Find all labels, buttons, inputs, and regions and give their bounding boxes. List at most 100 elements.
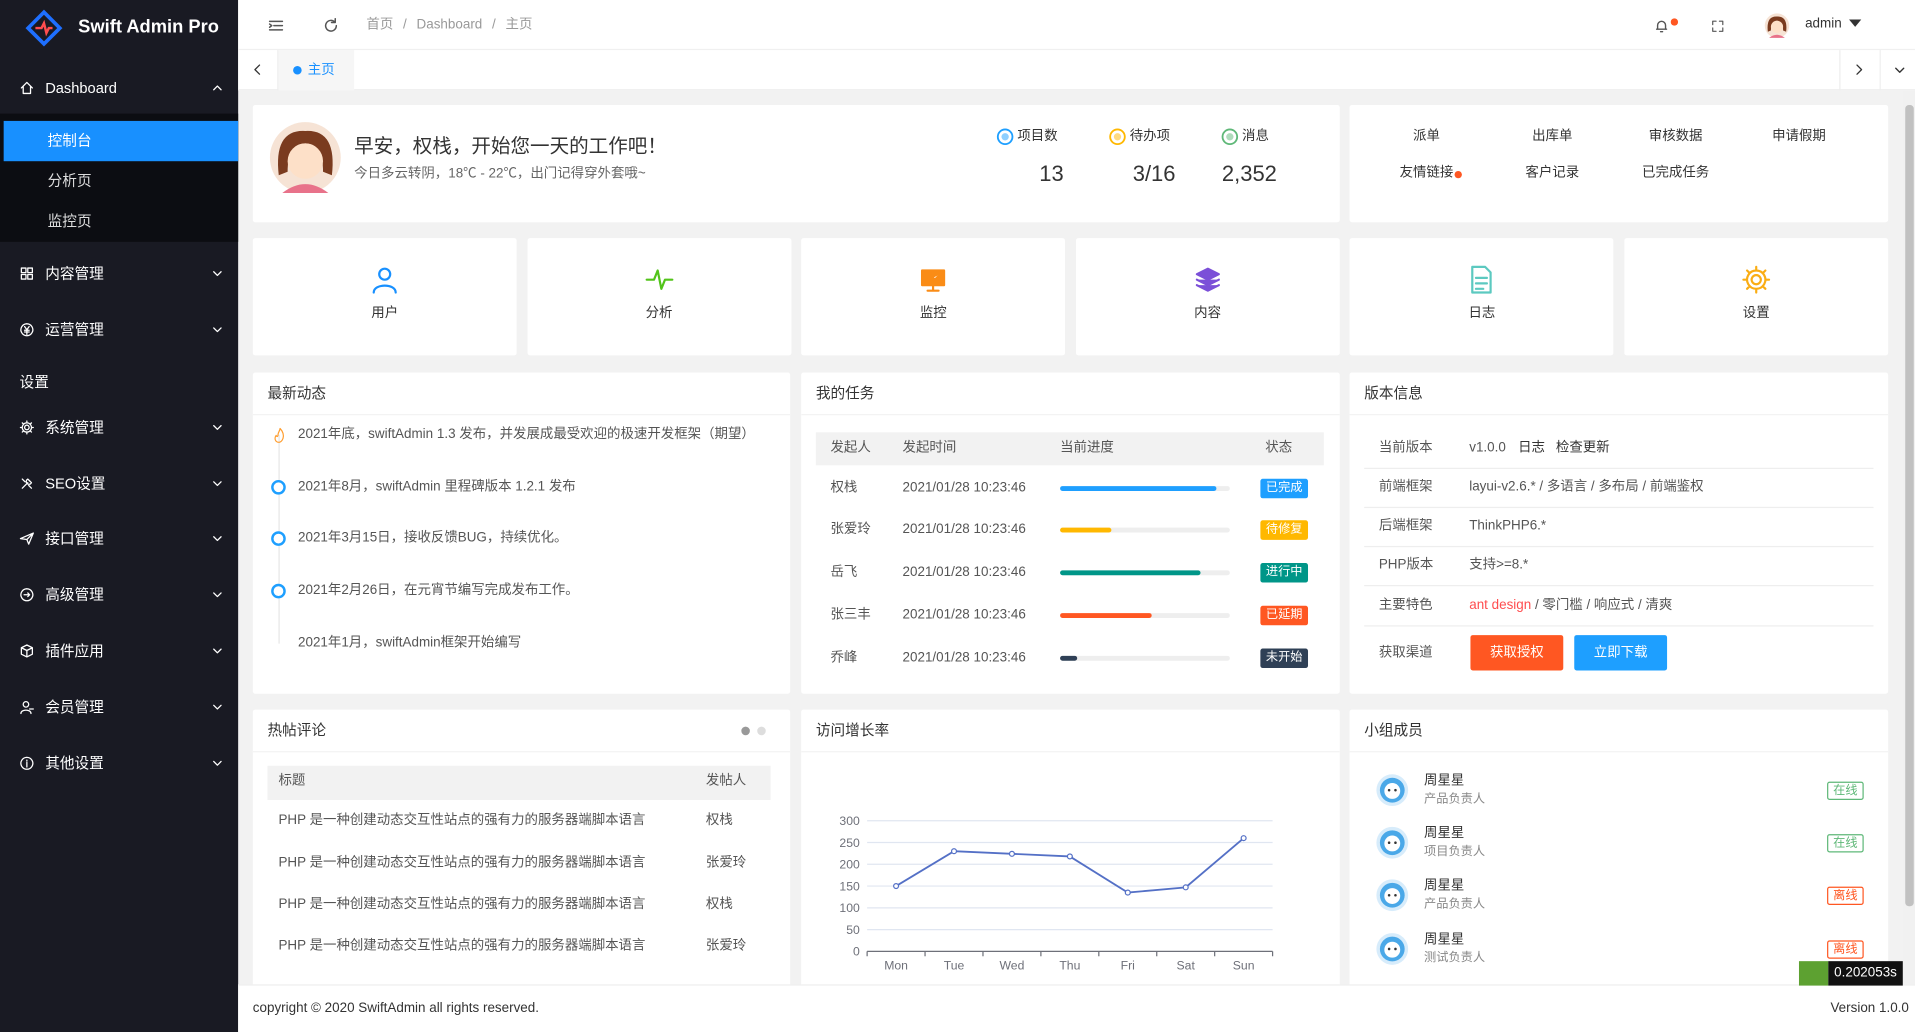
y-tick-label: 150 <box>839 879 860 893</box>
menu-item[interactable] <box>0 739 238 788</box>
icon-path <box>1656 21 1666 31</box>
menu-item[interactable] <box>0 249 238 298</box>
shortcut-card[interactable]: 分析 <box>527 238 791 355</box>
post-title[interactable]: PHP 是一种创建动态交互性站点的强有力的服务器端脚本语言 <box>278 940 645 953</box>
avatar-eye <box>1388 894 1391 897</box>
button-label[interactable]: 立即下载 <box>1594 646 1648 659</box>
shortcut-card[interactable]: 监控 <box>801 238 1065 355</box>
menu-label[interactable]: 运营管理 <box>45 322 104 337</box>
breadcrumb-item[interactable]: Dashboard <box>417 19 483 32</box>
submenu-item[interactable] <box>4 121 238 161</box>
stat-value: 2,352 <box>1222 162 1277 184</box>
icon <box>644 265 673 294</box>
post-title[interactable]: PHP 是一种创建动态交互性站点的强有力的服务器端脚本语言 <box>278 814 645 827</box>
quick-link[interactable]: 出库单 <box>1532 130 1572 143</box>
timeline-node <box>271 584 286 599</box>
menu-item[interactable] <box>0 683 238 732</box>
info-link[interactable]: 检查更新 <box>1556 441 1610 454</box>
scroll-thumb[interactable] <box>1905 105 1914 906</box>
menu-label[interactable]: SEO设置 <box>45 476 105 491</box>
task-time: 2021/01/28 10:23:46 <box>903 566 1026 579</box>
icon-path <box>214 761 221 765</box>
quick-link[interactable]: 友情链接 <box>1400 167 1454 180</box>
button[interactable]: 立即下载 <box>1574 635 1667 670</box>
menu-item[interactable] <box>0 627 238 676</box>
menu-item[interactable] <box>0 403 238 452</box>
submenu-label[interactable]: 监控页 <box>48 214 92 229</box>
icon-path <box>20 533 33 544</box>
shortcut-card[interactable]: 设置 <box>1624 238 1888 355</box>
menu-label[interactable]: 会员管理 <box>45 700 104 715</box>
timer-icon <box>1799 961 1828 985</box>
button[interactable]: 获取授权 <box>1470 635 1563 670</box>
timeline-node <box>271 480 286 495</box>
info-link[interactable]: 日志 <box>1518 441 1545 454</box>
tab-bar: 主页 <box>238 50 1915 90</box>
shortcut-label[interactable]: 用户 <box>371 307 398 320</box>
icon <box>322 17 339 34</box>
timeline-text: 2021年底，swiftAdmin 1.3 发布，并发展成最受欢迎的极速开发框架… <box>298 428 755 441</box>
info-label: 后端框架 <box>1379 520 1433 533</box>
submenu-item[interactable] <box>4 202 238 242</box>
shortcut-card[interactable]: 用户 <box>253 238 517 355</box>
submenu-label[interactable]: 分析页 <box>48 173 92 188</box>
button-label[interactable]: 获取授权 <box>1490 646 1544 659</box>
menu-label[interactable]: 接口管理 <box>45 531 104 546</box>
logo-bolt <box>35 23 52 33</box>
icon-path <box>214 705 221 709</box>
line-point <box>894 884 899 889</box>
menu-item[interactable] <box>0 64 238 113</box>
quick-link[interactable]: 申请假期 <box>1772 130 1826 143</box>
quick-link[interactable]: 已完成任务 <box>1642 167 1709 180</box>
icon-path <box>1473 267 1491 293</box>
greeting: 早安，权栈，开始您一天的工作吧！ <box>354 138 667 158</box>
user-name[interactable]: admin <box>1805 18 1842 31</box>
icon <box>210 81 225 96</box>
y-tick-label: 300 <box>839 814 860 828</box>
icon-path <box>922 271 944 291</box>
icon <box>1467 265 1496 294</box>
menu-label[interactable]: 高级管理 <box>45 587 104 602</box>
menu-label[interactable]: 其他设置 <box>45 756 104 771</box>
breadcrumb-item[interactable]: 首页 <box>366 19 393 32</box>
quick-link[interactable]: 派单 <box>1413 130 1440 143</box>
shortcut-card[interactable]: 内容 <box>1076 238 1340 355</box>
post-title[interactable]: PHP 是一种创建动态交互性站点的强有力的服务器端脚本语言 <box>278 898 645 911</box>
menu-label[interactable]: 插件应用 <box>45 644 104 659</box>
shortcut-label[interactable]: 分析 <box>646 307 673 320</box>
quick-link[interactable]: 审核数据 <box>1649 130 1703 143</box>
menu-item[interactable] <box>0 459 238 508</box>
x-tick-label: Tue <box>944 959 965 973</box>
menu-item[interactable] <box>0 305 238 354</box>
tab-label[interactable]: 主页 <box>308 64 335 77</box>
card-divider <box>253 751 790 752</box>
shortcut-label[interactable]: 日志 <box>1468 307 1495 320</box>
icon <box>20 531 35 546</box>
shortcut-label[interactable]: 内容 <box>1194 307 1221 320</box>
menu-label[interactable]: Dashboard <box>45 81 117 96</box>
icon-path <box>214 593 221 597</box>
avatar-eye <box>1394 894 1397 897</box>
menu-label[interactable]: 内容管理 <box>45 266 104 281</box>
header: 首页/Dashboard/主页admin <box>238 0 1915 50</box>
post-title[interactable]: PHP 是一种创建动态交互性站点的强有力的服务器端脚本语言 <box>278 857 645 870</box>
icon <box>210 756 225 771</box>
icon-path <box>1857 65 1862 74</box>
shortcut-label[interactable]: 设置 <box>1743 307 1770 320</box>
shortcut-card[interactable]: 日志 <box>1350 238 1614 355</box>
pager-dot[interactable] <box>741 727 750 736</box>
shortcut-label[interactable]: 监控 <box>920 307 947 320</box>
tab[interactable]: 主页 <box>278 50 354 90</box>
caret <box>1849 20 1861 27</box>
menu-item[interactable] <box>0 570 238 619</box>
member-role: 产品负责人 <box>1424 899 1485 911</box>
icon <box>210 266 225 281</box>
menu-item[interactable] <box>0 514 238 563</box>
pager-dot[interactable] <box>757 727 766 736</box>
submenu-label[interactable]: 控制台 <box>48 133 92 148</box>
menu-label[interactable]: 系统管理 <box>45 420 104 435</box>
submenu-item[interactable] <box>4 161 238 201</box>
icon <box>1742 265 1771 294</box>
member-name: 周星星 <box>1424 934 1464 947</box>
quick-link[interactable]: 客户记录 <box>1525 167 1579 180</box>
